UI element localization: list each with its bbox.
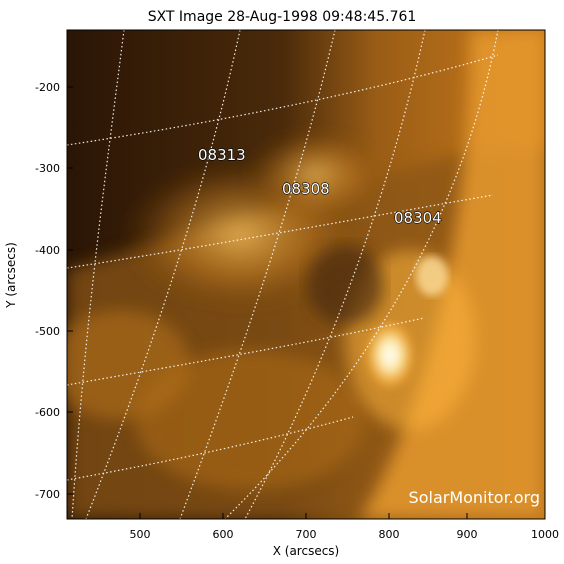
y-tick: -500 xyxy=(35,325,73,338)
region-label-08304: 08304 xyxy=(394,209,442,227)
grid-latitude-line xyxy=(67,416,354,481)
flare-footpoint xyxy=(416,256,448,296)
grid-longitude-line xyxy=(244,30,426,519)
x-tick: 900 xyxy=(457,513,478,541)
x-tick: 1000 xyxy=(531,513,559,541)
x-axis-label: X (arcsecs) xyxy=(273,544,340,558)
x-tick-label: 600 xyxy=(213,528,234,541)
x-tick: 800 xyxy=(379,513,400,541)
coordinate-grid xyxy=(67,30,499,519)
y-tick-label: -700 xyxy=(35,488,60,501)
x-tick-label: 900 xyxy=(457,528,478,541)
y-tick-label: -500 xyxy=(35,325,60,338)
y-tick: -300 xyxy=(35,162,73,175)
y-tick-label: -400 xyxy=(35,244,60,257)
y-tick: -600 xyxy=(35,406,73,419)
grid-longitude-line xyxy=(179,30,336,519)
y-axis: -200 -300 -400 -500 -600 -700 xyxy=(35,81,73,501)
y-tick-label: -600 xyxy=(35,406,60,419)
x-tick-label: 700 xyxy=(296,528,317,541)
x-tick-label: 500 xyxy=(130,528,151,541)
y-tick: -700 xyxy=(35,488,73,501)
active-region-08308-glow xyxy=(245,130,385,220)
southern-active-region-glow xyxy=(135,350,365,490)
y-axis-label: Y (arcsecs) xyxy=(4,242,18,309)
x-tick-label: 800 xyxy=(379,528,400,541)
x-axis: 500 600 700 800 900 1000 xyxy=(130,513,559,541)
watermark: SolarMonitor.org xyxy=(409,488,540,507)
grid-latitude-line xyxy=(67,194,494,269)
solar-image xyxy=(67,30,545,519)
plot-title: SXT Image 28-Aug-1998 09:48:45.761 xyxy=(148,9,417,25)
x-tick: 500 xyxy=(130,513,151,541)
region-label-08308: 08308 xyxy=(282,180,330,198)
grid-longitude-line xyxy=(85,30,241,519)
solar-limb-line xyxy=(224,30,499,519)
y-tick: -400 xyxy=(35,244,73,257)
region-label-08313: 08313 xyxy=(198,146,246,164)
y-tick-label: -200 xyxy=(35,81,60,94)
x-tick: 600 xyxy=(213,513,234,541)
grid-latitude-line xyxy=(67,317,425,386)
x-tick-label: 1000 xyxy=(531,528,559,541)
x-tick: 700 xyxy=(296,513,317,541)
y-tick: -200 xyxy=(35,81,73,94)
grid-latitude-line xyxy=(67,54,499,146)
flare-core xyxy=(364,319,416,391)
grid-longitude-line xyxy=(71,30,125,519)
y-tick-label: -300 xyxy=(35,162,60,175)
coronal-cavity xyxy=(307,245,383,325)
